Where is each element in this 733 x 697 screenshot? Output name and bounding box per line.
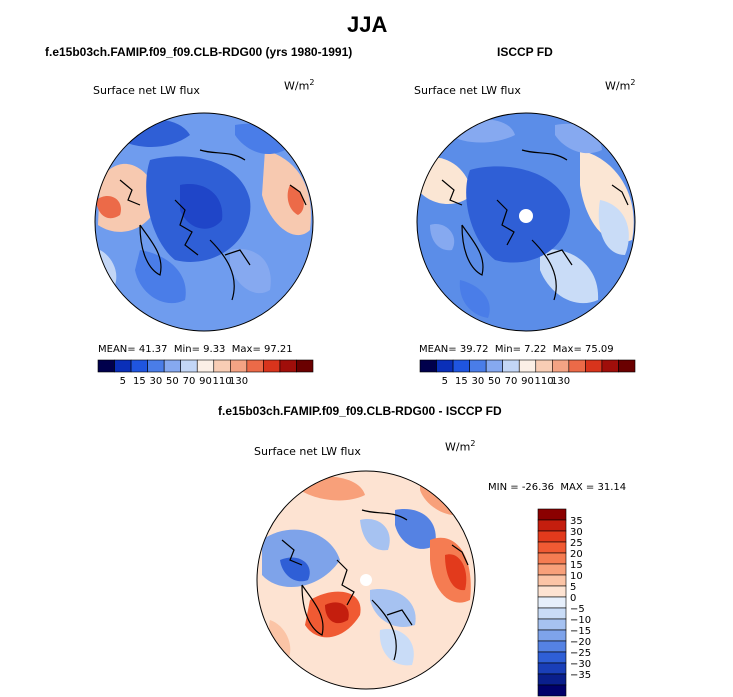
colorbar-tick-label: 25 <box>570 538 583 549</box>
colorbar-tick-label: 50 <box>488 376 501 387</box>
colorbar-tick-label: 35 <box>570 516 583 527</box>
right-map-field <box>417 113 635 331</box>
right-units: W/m2 <box>605 78 636 93</box>
colorbar-tick-label: 15 <box>455 376 468 387</box>
colorbar-swatch <box>469 359 487 373</box>
colorbar-swatch <box>537 585 567 598</box>
colorbar-tick-label: 30 <box>570 527 583 538</box>
colorbar-swatch <box>419 359 437 373</box>
colorbar-tick-label: 70 <box>183 376 196 387</box>
colorbar-swatch <box>502 359 520 373</box>
colorbar-tick-label: −35 <box>570 670 591 681</box>
colorbar-swatch <box>180 359 198 373</box>
colorbar-swatch <box>537 596 567 609</box>
colorbar-tick-label: 5 <box>442 376 448 387</box>
colorbar-tick-label: 15 <box>570 560 583 571</box>
colorbar-swatch <box>537 574 567 587</box>
colorbar-tick-label: 20 <box>570 549 583 560</box>
colorbar-swatch <box>585 359 603 373</box>
left-stats: MEAN= 41.37 Min= 9.33 Max= 97.21 <box>98 344 293 355</box>
colorbar-tick-label: 130 <box>551 376 570 387</box>
colorbar-swatch <box>537 563 567 576</box>
colorbar-swatch <box>296 359 314 373</box>
colorbar-swatch <box>618 359 636 373</box>
colorbar-swatch <box>279 359 297 373</box>
colorbar-swatch <box>537 541 567 554</box>
colorbar-swatch <box>518 359 537 373</box>
colorbar-swatch <box>97 359 115 373</box>
season-title: JJA <box>347 12 388 37</box>
colorbar-swatch <box>537 618 567 631</box>
colorbar-swatch <box>436 359 454 373</box>
colorbar-swatch <box>485 359 503 373</box>
colorbar-swatch <box>537 673 567 686</box>
colorbar-swatch <box>537 607 567 620</box>
colorbar-tick-label: −10 <box>570 615 591 626</box>
colorbar-tick-label: −20 <box>570 637 591 648</box>
colorbar-tick-label: −5 <box>570 604 585 615</box>
colorbar-tick-label: 70 <box>505 376 518 387</box>
colorbar-swatch <box>114 359 132 373</box>
colorbar-tick-label: −25 <box>570 648 591 659</box>
colorbar-swatch <box>163 359 181 373</box>
colorbar-swatch <box>230 359 248 373</box>
right-subtitle: Surface net LW flux <box>414 84 521 97</box>
colorbar-swatch <box>537 519 567 532</box>
colorbar-tick-label: 90 <box>521 376 534 387</box>
colorbar-tick-label: −30 <box>570 659 591 670</box>
colorbar-swatch <box>535 359 553 373</box>
diff-subtitle: Surface net LW flux <box>254 445 361 458</box>
colorbar-swatch <box>537 629 567 642</box>
colorbar-swatch <box>263 359 281 373</box>
colorbar-tick-label: 5 <box>120 376 126 387</box>
colorbar-swatch <box>537 662 567 675</box>
colorbar-swatch <box>147 359 165 373</box>
colorbar-swatch <box>246 359 264 373</box>
diff-map-field <box>257 471 475 689</box>
colorbar-tick-label: 15 <box>133 376 146 387</box>
colorbar-tick-label: 0 <box>570 593 576 604</box>
colorbar-swatch <box>537 508 567 521</box>
left-subtitle: Surface net LW flux <box>93 84 200 97</box>
right-stats: MEAN= 39.72 Min= 7.22 Max= 75.09 <box>419 344 614 355</box>
colorbar-swatch <box>196 359 215 373</box>
colorbar-tick-label: 10 <box>570 571 583 582</box>
left-map-field <box>95 113 313 331</box>
colorbar-swatch <box>452 359 470 373</box>
left-units: W/m2 <box>284 78 315 93</box>
diff-stats: MIN = -26.36 MAX = 31.14 <box>488 482 627 493</box>
colorbar-tick-label: −15 <box>570 626 591 637</box>
colorbar-swatch <box>537 640 567 653</box>
colorbar-tick-label: 130 <box>229 376 248 387</box>
colorbar-tick-label: 30 <box>472 376 485 387</box>
colorbar-swatch <box>568 359 586 373</box>
colorbar-swatch <box>537 530 567 543</box>
colorbar-swatch <box>601 359 619 373</box>
colorbar-tick-label: 50 <box>166 376 179 387</box>
colorbar-tick-label: 110 <box>534 376 553 387</box>
colorbar-swatch <box>537 552 567 565</box>
right-panel-title: ISCCP FD <box>497 45 553 59</box>
colorbar-swatch <box>537 684 567 697</box>
colorbar-swatch <box>213 359 231 373</box>
colorbar-tick-label: 90 <box>199 376 212 387</box>
colorbar-swatch <box>537 651 567 664</box>
left-panel-title: f.e15b03ch.FAMIP.f09_f09.CLB-RDG00 (yrs … <box>45 45 353 59</box>
colorbar-tick-label: 5 <box>570 582 576 593</box>
diff-units: W/m2 <box>445 439 476 454</box>
right-map-boundary <box>416 112 636 332</box>
diff-map-boundary <box>256 470 476 690</box>
diff-panel-title: f.e15b03ch.FAMIP.f09_f09.CLB-RDG00 - ISC… <box>218 404 502 418</box>
colorbar-tick-label: 30 <box>150 376 163 387</box>
left-map-boundary <box>94 112 314 332</box>
colorbar-tick-label: 110 <box>212 376 231 387</box>
colorbar-swatch <box>552 359 570 373</box>
colorbar-swatch <box>130 359 148 373</box>
